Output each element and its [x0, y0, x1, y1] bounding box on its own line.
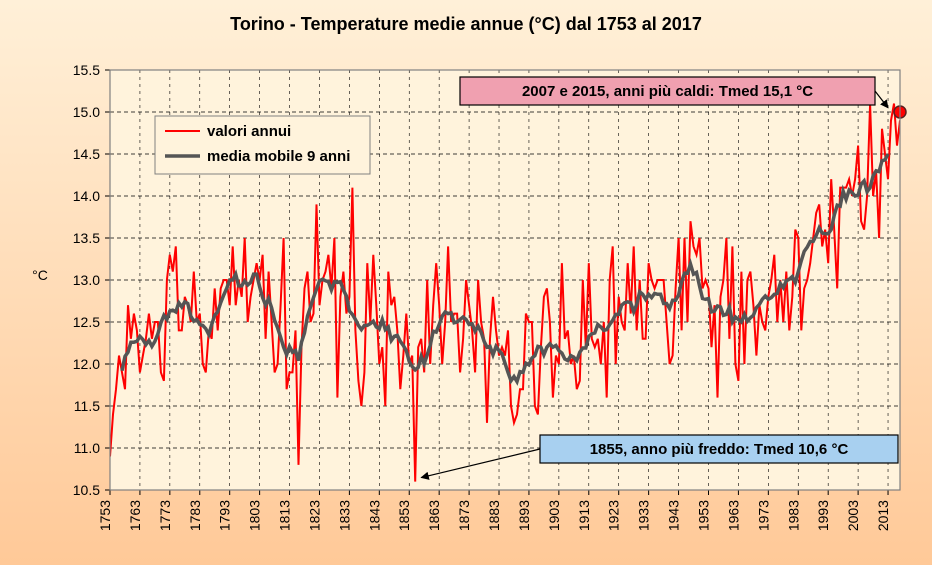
callout-hot-text: 2007 e 2015, anni più caldi: Tmed 15,1 °… — [522, 83, 813, 100]
chart-title: Torino - Temperature medie annue (°C) da… — [230, 14, 702, 34]
x-tick-label: 1973 — [755, 500, 771, 531]
callout-cold-text: 1855, anno più freddo: Tmed 10,6 °C — [590, 441, 849, 458]
x-tick-label: 1813 — [277, 500, 293, 531]
x-tick-label: 1993 — [815, 500, 831, 531]
x-tick-label: 1763 — [127, 500, 143, 531]
legend-label: media mobile 9 anni — [207, 148, 350, 165]
x-tick-label: 1853 — [396, 500, 412, 531]
x-tick-label: 1903 — [546, 500, 562, 531]
x-tick-label: 1773 — [157, 500, 173, 531]
y-tick-label: 11.0 — [74, 440, 100, 456]
x-tick-label: 1923 — [606, 500, 622, 531]
x-tick-label: 1953 — [695, 500, 711, 531]
x-tick-label: 1963 — [725, 500, 741, 531]
y-tick-label: 12.5 — [73, 314, 100, 330]
x-tick-label: 1873 — [456, 500, 472, 531]
x-tick-label: 1943 — [666, 500, 682, 531]
x-tick-label: 1913 — [576, 500, 592, 531]
y-tick-label: 13.5 — [73, 230, 100, 246]
x-tick-label: 1783 — [187, 500, 203, 531]
y-tick-label: 10.5 — [73, 482, 100, 498]
x-tick-label: 1843 — [366, 500, 382, 531]
x-tick-label: 1753 — [97, 500, 113, 531]
x-tick-label: 1983 — [785, 500, 801, 531]
x-tick-label: 1883 — [486, 500, 502, 531]
x-tick-label: 1893 — [516, 500, 532, 531]
x-tick-label: 1803 — [247, 500, 263, 531]
y-tick-label: 11.5 — [74, 398, 100, 414]
y-tick-label: 14.5 — [73, 146, 100, 162]
y-axis-label: °C — [32, 267, 48, 283]
y-tick-label: 13.0 — [73, 272, 100, 288]
chart-svg: Torino - Temperature medie annue (°C) da… — [0, 0, 932, 565]
x-tick-label: 1933 — [636, 500, 652, 531]
x-tick-label: 1823 — [306, 500, 322, 531]
x-tick-label: 1793 — [217, 500, 233, 531]
x-tick-label: 2013 — [875, 500, 891, 531]
x-tick-label: 1863 — [426, 500, 442, 531]
y-tick-label: 15.0 — [73, 104, 100, 120]
chart-container: Torino - Temperature medie annue (°C) da… — [0, 0, 932, 565]
x-tick-label: 1833 — [336, 500, 352, 531]
y-tick-label: 14.0 — [73, 188, 100, 204]
x-tick-label: 2003 — [845, 500, 861, 531]
y-tick-label: 12.0 — [73, 356, 100, 372]
legend-label: valori annui — [207, 123, 291, 140]
y-tick-label: 15.5 — [73, 62, 100, 78]
